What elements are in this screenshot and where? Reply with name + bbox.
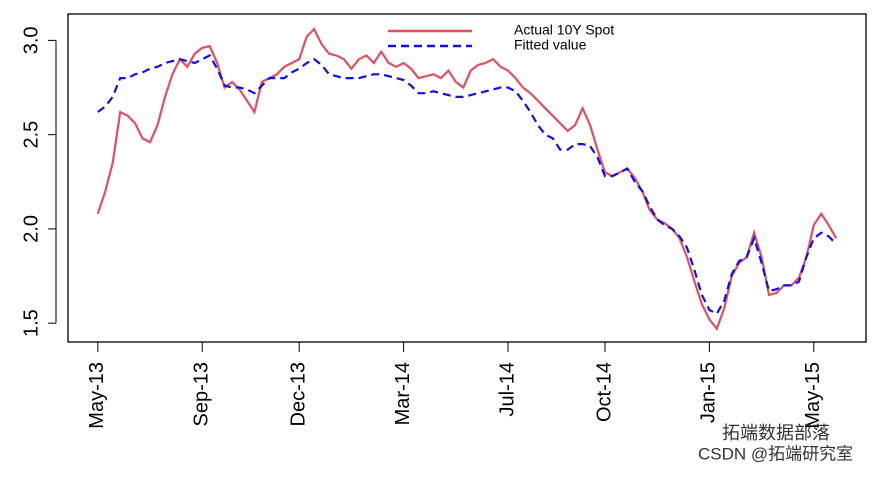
data-line [96,27,838,332]
watermark: 拓端数据部落 [722,423,830,443]
x-tick-label: Mar-14 [392,362,414,425]
x-tick-label: Sep-13 [191,362,213,427]
legend-label: Actual 10Y Spot [514,22,614,38]
y-tick-label: 1.5 [20,309,42,337]
y-tick-label: 2.0 [20,215,42,243]
y-tick-label: 2.5 [20,121,42,149]
x-tick-label: Dec-13 [287,362,309,426]
watermark: CSDN @拓端研究室 [698,444,853,463]
x-tick-label: Oct-14 [593,362,615,422]
plot-frame [67,13,867,343]
x-tick-label: Jan-15 [698,362,720,423]
data-line [97,54,837,316]
x-tick-label: May-13 [86,362,108,429]
legend-label: Fitted value [514,37,587,53]
x-tick-label: May-15 [802,362,824,429]
y-tick-label: 3.0 [20,26,42,54]
x-tick-label: Jul-14 [496,362,518,416]
